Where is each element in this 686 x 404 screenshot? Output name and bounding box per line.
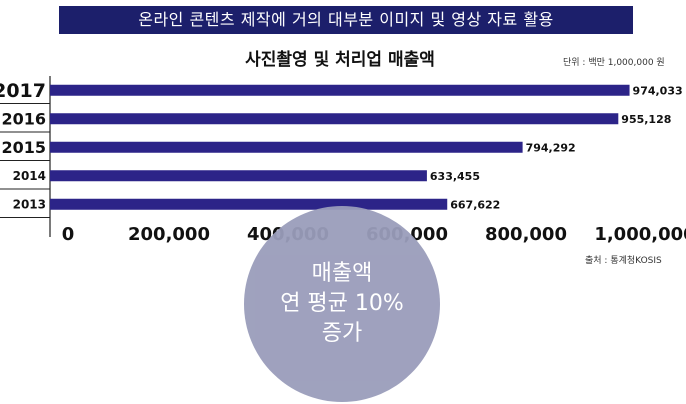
bar	[50, 113, 619, 125]
summary-bubble: 매출액 연 평균 10% 증가	[244, 206, 440, 402]
headline-banner: 온라인 콘텐츠 제작에 거의 대부분 이미지 및 영상 자료 활용	[59, 6, 633, 34]
category-label: 2015	[1, 138, 46, 157]
bar	[50, 141, 523, 153]
x-tick-label: 800,000	[485, 224, 567, 245]
value-label: 633,455	[430, 170, 480, 183]
category-label: 2016	[1, 109, 46, 128]
chart-title: 사진촬영 및 처리업 매출액	[245, 50, 435, 70]
unit-note: 단위 : 백만 1,000,000 원	[563, 58, 665, 68]
x-tick-label: 1,000,000	[594, 224, 686, 245]
bubble-line-3: 증가	[321, 321, 363, 346]
category-label: 2013	[13, 197, 46, 211]
value-label: 974,033	[633, 84, 683, 97]
bar	[50, 198, 448, 210]
category-label: 2014	[13, 169, 46, 183]
value-label: 667,622	[450, 198, 500, 211]
bubble-line-2: 연 평균 10%	[280, 291, 404, 316]
bubble-line-1: 매출액	[311, 261, 373, 286]
category-label: 2017	[0, 80, 46, 102]
value-label: 955,128	[621, 113, 671, 126]
x-tick-label: 200,000	[128, 224, 210, 245]
bar	[50, 84, 630, 96]
value-label: 794,292	[526, 141, 576, 154]
x-tick-label: 0	[62, 224, 75, 245]
source-note: 출처 : 통계청KOSIS	[585, 256, 662, 266]
bar	[50, 170, 427, 182]
